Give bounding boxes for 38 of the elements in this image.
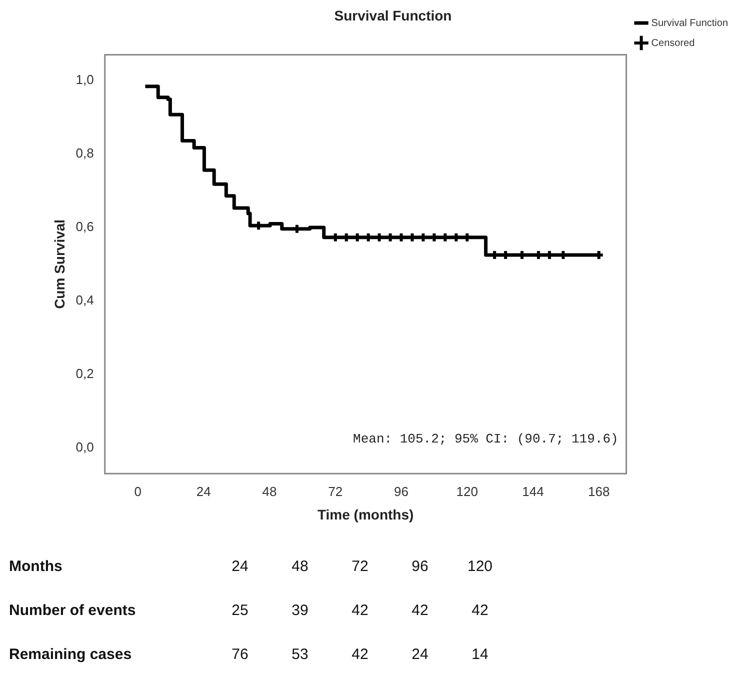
text: 42 [350,600,370,620]
y-tick-label: 0,4 [76,292,94,308]
text: 25 [230,600,250,620]
y-axis-title: Cum Survival [51,219,68,309]
text: Number of events [8,600,137,620]
text: 24 [410,644,430,664]
y-tick-label: 0,2 [76,366,94,381]
x-tick-label: 144 [522,484,544,499]
x-tick-label: 0 [134,484,142,499]
x-axis-title: Time (months) [317,506,414,522]
text: 53 [290,644,310,664]
text: 76 [230,644,250,664]
legend-label: Survival Function [651,18,728,29]
y-tick-label: 0,8 [76,146,94,161]
text: 48 [290,556,310,576]
text: 120 [466,556,494,576]
x-tick-label: 24 [196,484,211,499]
text: 72 [350,556,370,576]
text: Remaining cases [8,644,133,664]
annotation: Mean: 105.2; 95% CI: (90.7; 119.6) [353,432,618,447]
text: 24 [230,556,250,576]
legend-label: Censored [651,38,695,49]
y-tick-label: 0,6 [76,219,94,234]
chart-title: Survival Function [334,7,452,24]
x-tick-label: 48 [262,484,277,499]
text: 42 [410,600,430,620]
text: 96 [410,556,430,576]
text: 42 [470,600,490,620]
x-tick-label: 120 [456,484,478,499]
y-tick-label: 1,0 [76,72,94,88]
y-tick-label: 0,0 [76,439,94,454]
text: 14 [470,644,490,664]
text: 39 [290,600,310,620]
text: Months [8,556,64,576]
x-tick-label: 96 [394,484,408,499]
x-tick-label: 168 [588,484,610,499]
text: 42 [350,644,370,664]
x-tick-label: 72 [328,484,343,499]
